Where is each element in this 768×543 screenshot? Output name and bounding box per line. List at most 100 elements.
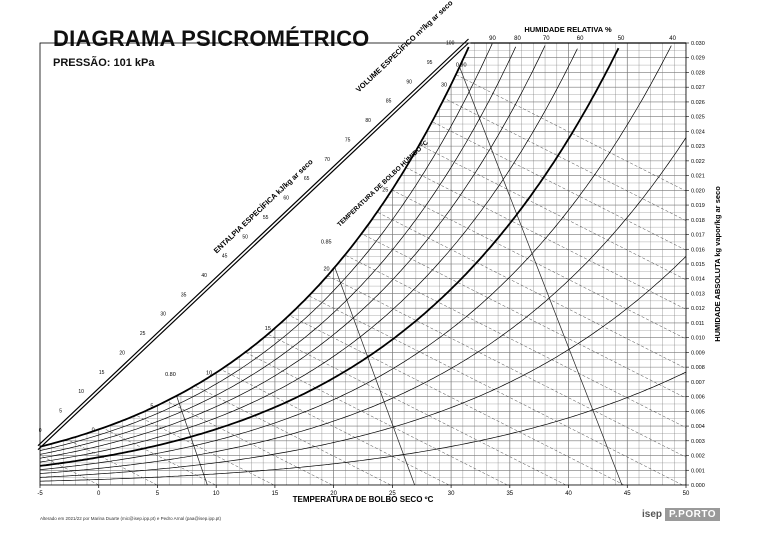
x-tick-label: 10 [213, 491, 220, 497]
chart-lines [37, 38, 687, 482]
y-tick-label: 0.008 [691, 365, 705, 371]
enthalpy-label: 55 [263, 215, 269, 221]
rh-curve-20 [39, 256, 687, 478]
clipped-grid [40, 43, 686, 485]
enthalpy-label: 95 [427, 60, 433, 66]
y-tick-label: 0.029 [691, 56, 705, 62]
rh-curve-50 [39, 47, 620, 467]
enthalpy-label: 60 [283, 196, 289, 202]
enthalpy-label: 85 [386, 99, 392, 105]
enthalpy-line [40, 100, 686, 485]
rh-curve-80 [39, 46, 517, 455]
wetbulb-label: 25 [382, 187, 388, 193]
y-tick-label: 0.001 [691, 468, 705, 474]
enthalpy-label: 70 [324, 157, 330, 163]
enthalpy-line [40, 395, 216, 485]
enthalpy-label: 25 [140, 331, 146, 337]
x-tick-label: 0 [97, 491, 101, 497]
enthalpy-label: 10 [78, 389, 84, 395]
y-tick-label: 0.005 [691, 409, 705, 415]
logo-porto: P.PORTO [665, 508, 721, 521]
wetbulb-label: 15 [265, 326, 271, 332]
enthalpy-label: 15 [99, 370, 105, 376]
rh-curve-40 [39, 45, 672, 471]
chart-title: DIAGRAMA PSICROMÉTRICO [53, 26, 370, 51]
rh-curve-30 [39, 137, 687, 474]
enthalpy-label: 5 [59, 409, 62, 415]
enthalpy-scale-line-inner [37, 42, 469, 451]
rh-top-label: 90 [489, 36, 496, 42]
rh-curve-90 [39, 43, 493, 451]
x-tick-label: 25 [389, 491, 396, 497]
x-tick-label: -5 [37, 491, 43, 497]
rh-heading: HUMIDADE RELATIVA % [524, 25, 612, 34]
enthalpy-scale-line-outer [37, 38, 469, 447]
enthalpy-line [40, 129, 686, 485]
y-tick-label: 0.020 [691, 188, 705, 194]
x-axis-label: TEMPERATURA DE BOLBO SECO ºC [293, 495, 434, 504]
enthalpy-label: 30 [160, 312, 166, 318]
wetbulb-label: 20 [324, 267, 330, 273]
y-tick-label: 0.022 [691, 159, 705, 165]
specific-volume-line [449, 43, 623, 485]
y-tick-label: 0.009 [691, 350, 705, 356]
y-tick-label: 0.003 [691, 439, 705, 445]
y-tick-label: 0.012 [691, 306, 705, 312]
y-tick-label: 0.025 [691, 115, 705, 121]
x-tick-label: 50 [683, 491, 690, 497]
y-tick-label: 0.026 [691, 100, 705, 106]
chart-subtitle: PRESSÃO: 101 kPa [53, 57, 155, 69]
enthalpy-label: 75 [345, 137, 351, 143]
y-tick-label: 0.014 [691, 277, 705, 283]
y-tick-label: 0.016 [691, 247, 705, 253]
footer-note: Alterado em 2021/22 por Marina Duarte (m… [40, 516, 221, 521]
enthalpy-label: 50 [242, 234, 248, 240]
enthalpy-label: 80 [365, 118, 371, 124]
enthalpy-line [40, 366, 274, 485]
y-tick-label: 0.030 [691, 41, 705, 47]
y-tick-label: 0.024 [691, 129, 705, 135]
y-tick-label: 0.010 [691, 336, 705, 342]
enthalpy-line [40, 43, 686, 485]
enthalpy-line [40, 425, 158, 485]
volume-label: 0.80 [165, 372, 176, 378]
chart-axes: -5 0 5 10 15 20 25 30 35 40 45 50 TEMPERATURA DE BOL… [37, 41, 722, 504]
enthalpy-label: 90 [406, 79, 412, 85]
y-tick-label: 0.002 [691, 454, 705, 460]
x-tick-label: 20 [330, 491, 337, 497]
rh-curve-60 [39, 48, 578, 463]
y-tick-label: 0.018 [691, 218, 705, 224]
enthalpy-line [40, 43, 686, 485]
rh-top-label: 80 [514, 36, 521, 42]
x-tick-label: 40 [565, 491, 572, 497]
enthalpy-label: 20 [119, 350, 125, 356]
x-tick-label: 5 [156, 491, 160, 497]
rh-curve-10 [39, 371, 687, 482]
y-tick-label: 0.015 [691, 262, 705, 268]
rh-top-label: 70 [543, 36, 550, 42]
enthalpy-heading: ENTALPIA ESPECÍFICA kJ/kg ar seco [212, 157, 315, 255]
enthalpy-line [40, 277, 450, 485]
rh-top-label: 60 [577, 36, 584, 42]
enthalpy-label: 100 [446, 41, 455, 47]
enthalpy-label: 40 [201, 273, 207, 279]
wetbulb-label: 5 [150, 403, 153, 409]
enthalpy-label: 45 [222, 254, 228, 260]
rh-top-label: 50 [618, 36, 625, 42]
y-tick-label: 0.023 [691, 144, 705, 150]
y-tick-label: 0.007 [691, 380, 705, 386]
y-tick-label: 0.000 [691, 483, 705, 489]
y-tick-label: 0.011 [691, 321, 704, 327]
y-tick-label: 0.017 [691, 233, 705, 239]
rh-top-label: 40 [669, 36, 676, 42]
rh-curve-70 [39, 45, 546, 459]
wetbulb-label: 10 [206, 371, 212, 377]
y-tick-label: 0.013 [691, 291, 705, 297]
y-tick-label: 0.004 [691, 424, 705, 430]
rh-curve-100 [39, 46, 470, 448]
enthalpy-label: 35 [181, 292, 187, 298]
x-tick-label: 35 [506, 491, 513, 497]
x-tick-label: 45 [624, 491, 631, 497]
y-tick-label: 0.021 [691, 174, 705, 180]
